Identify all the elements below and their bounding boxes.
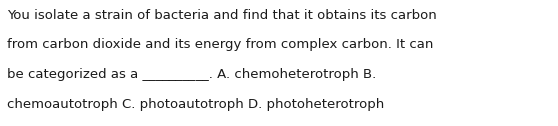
Text: You isolate a strain of bacteria and find that it obtains its carbon: You isolate a strain of bacteria and fin… xyxy=(7,9,436,22)
Text: chemoautotroph C. photoautotroph D. photoheterotroph: chemoautotroph C. photoautotroph D. phot… xyxy=(7,98,384,111)
Text: from carbon dioxide and its energy from complex carbon. It can: from carbon dioxide and its energy from … xyxy=(7,38,433,51)
Text: be categorized as a __________. A. chemoheterotroph B.: be categorized as a __________. A. chemo… xyxy=(7,68,376,81)
